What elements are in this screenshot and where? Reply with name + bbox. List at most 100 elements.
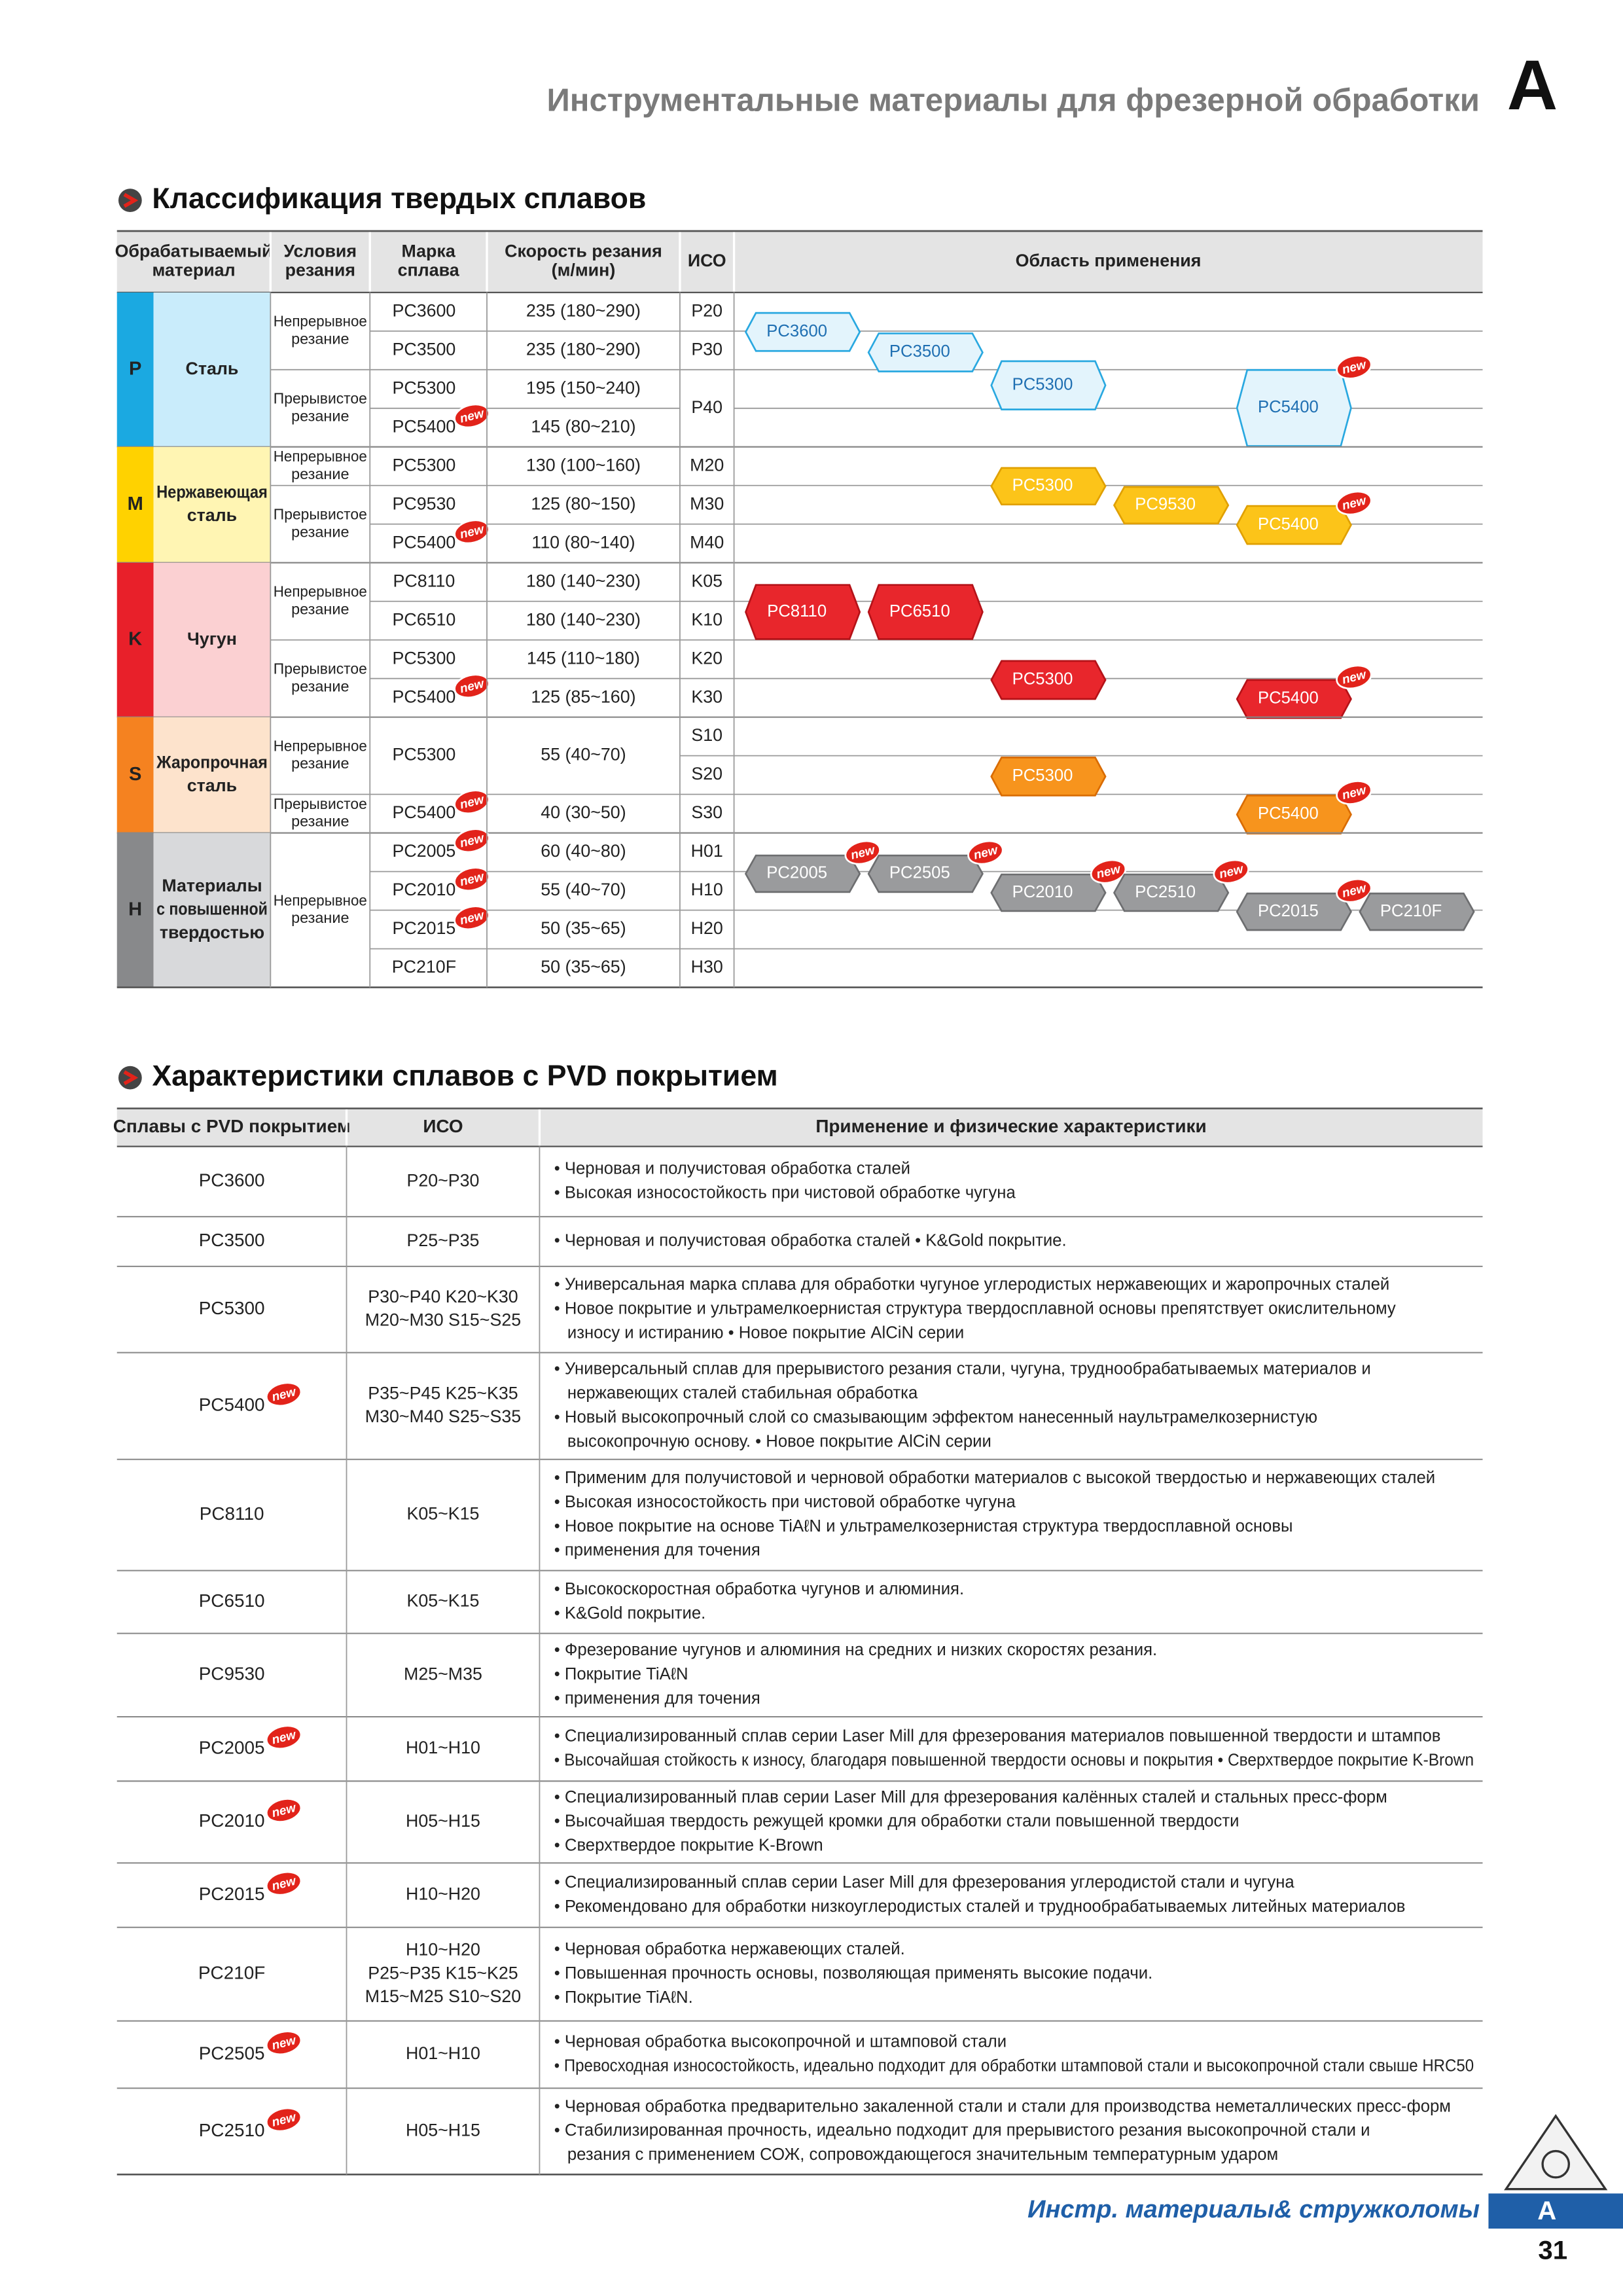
characteristic: • Специализированный сплав серии Laser M…: [554, 1727, 1441, 1746]
grade: PC5400: [393, 802, 456, 822]
speed: 125 (80~150): [531, 493, 635, 513]
badge-shape: [265, 1798, 302, 1823]
badge-shape: [1336, 490, 1372, 516]
group-letter: S: [129, 764, 141, 785]
application-tag: [990, 467, 1107, 506]
characteristic: • Черновая и получистовая обработка стал…: [554, 1232, 1067, 1250]
new-badge: new: [1090, 859, 1127, 884]
tag-label: PC2510: [1135, 883, 1196, 901]
column-header: сплава: [398, 260, 460, 280]
new-badge: new: [454, 905, 490, 931]
characteristic: • Покрытие TiAℓN: [554, 1665, 688, 1683]
group-name-cell: [153, 446, 271, 563]
footer-tab: [1488, 2193, 1623, 2229]
group-name-cell: [153, 717, 271, 833]
iso: K20: [691, 648, 722, 668]
tag-label: PC2505: [889, 864, 950, 882]
iso-range: H05~H15: [406, 1811, 480, 1831]
badge-shape: [265, 2107, 302, 2132]
group-letter: M: [128, 493, 143, 514]
footer-text: Инстр. материалы& стружколомы: [1027, 2196, 1480, 2223]
iso-range: P25~P35 K15~K25: [368, 1963, 518, 1982]
iso: K05: [691, 571, 722, 590]
new-badge: new: [1336, 354, 1372, 380]
footer-letter: A: [1537, 2196, 1556, 2225]
speed: 40 (30~50): [541, 802, 626, 822]
grade: PC8110: [393, 571, 455, 590]
application-tag: [1236, 505, 1352, 545]
condition: резание: [291, 755, 349, 772]
grade: PC5400: [393, 532, 456, 552]
iso: S30: [691, 802, 722, 822]
badge-shape: [454, 905, 490, 931]
iso: P30: [691, 339, 722, 359]
iso: S20: [691, 764, 722, 783]
grade: PC2005: [199, 1738, 265, 1758]
condition: резание: [291, 813, 349, 830]
condition: резание: [291, 909, 349, 926]
speed: 235 (180~290): [526, 300, 641, 320]
characteristic: • Фрезерование чугунов и алюминия на сре…: [554, 1641, 1157, 1659]
condition: резание: [291, 407, 349, 424]
tag-label: PC9530: [1135, 495, 1196, 514]
grade: PC3600: [393, 300, 456, 320]
characteristic: • Универсальный сплав для прерывистого р…: [554, 1360, 1371, 1378]
iso-range: P20~P30: [406, 1170, 479, 1190]
application-tag: [1113, 486, 1230, 525]
tag-label: PC5400: [1258, 689, 1319, 708]
group-name: сталь: [187, 776, 237, 795]
grade: PC5400: [199, 1395, 265, 1415]
new-badge: new: [265, 1871, 302, 1896]
column-header: Скорость резания: [505, 241, 662, 260]
badge-shape: [1213, 859, 1249, 884]
speed: 130 (100~160): [526, 455, 641, 475]
characteristic: • Новое покрытие и ультрамелкоернистая с…: [554, 1300, 1396, 1318]
grade: PC2010: [199, 1810, 265, 1831]
speed: 60 (40~80): [541, 841, 626, 861]
grade: PC3500: [199, 1230, 265, 1250]
insert-hole: [1541, 2149, 1571, 2179]
application-tag: [1236, 679, 1352, 719]
column-header: ИСО: [688, 251, 726, 270]
characteristic: • Черновая обработка высокопрочной и шта…: [554, 2032, 1007, 2051]
characteristic: • Сверхтвердое покрытие K-Brown: [554, 1837, 823, 1855]
group-name: Чугун: [187, 629, 237, 649]
condition: резание: [291, 330, 349, 347]
grade: PC2010: [393, 880, 456, 899]
iso: K30: [691, 687, 722, 706]
condition: Непрерывное: [274, 583, 367, 600]
iso-range: H10~H20: [406, 1940, 480, 1960]
characteristic: высокопрочную основу. • Новое покрытие A…: [567, 1432, 991, 1450]
characteristic: • Превосходная износостойкость, идеально…: [554, 2056, 1474, 2075]
iso: M20: [690, 455, 724, 475]
speed: 110 (80~140): [531, 532, 635, 552]
new-badge: new: [454, 828, 490, 853]
new-badge: new: [454, 403, 490, 429]
tag-label: PC5300: [1012, 476, 1073, 495]
grade: PC8110: [200, 1503, 264, 1524]
iso-range: H01~H10: [406, 2043, 480, 2063]
condition: Прерывистое: [274, 795, 367, 812]
group-name: Нержавеющая: [156, 482, 268, 501]
application-tag: [744, 312, 861, 352]
tag-label: PC3500: [889, 342, 950, 361]
iso: M40: [690, 532, 724, 552]
tag-label: PC5300: [1012, 766, 1073, 785]
tag-label: PC6510: [889, 602, 950, 620]
iso: H01: [691, 841, 723, 861]
condition: резание: [291, 600, 349, 617]
characteristic: • Черновая обработка нержавеющих сталей.: [554, 1940, 905, 1958]
iso-range: M30~M40 S25~S35: [365, 1407, 521, 1426]
grade: PC5300: [393, 455, 456, 475]
grade: PC5300: [393, 378, 456, 397]
grade: PC6510: [393, 609, 456, 629]
new-badge: new: [1213, 859, 1249, 884]
badge-shape: [454, 789, 490, 815]
grade: PC5300: [199, 1298, 265, 1318]
characteristic: • Высочайшая стойкость к износу, благода…: [554, 1751, 1474, 1769]
condition: резание: [291, 677, 349, 694]
application-tag: [867, 584, 984, 640]
iso-range: M15~M25 S10~S20: [365, 1986, 521, 2006]
tag-label: PC2005: [766, 864, 827, 882]
